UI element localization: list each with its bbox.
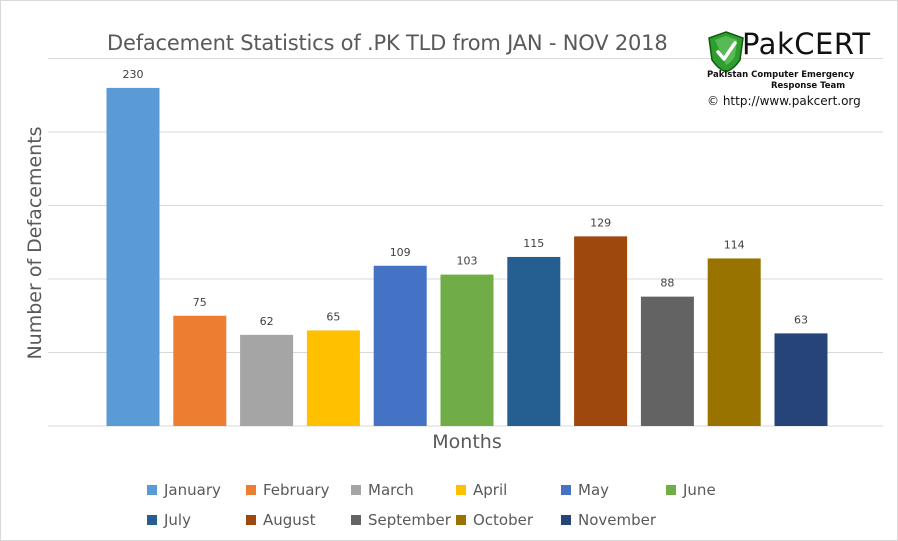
logo-name: PakCERT: [742, 27, 871, 61]
data-label-february: 75: [193, 296, 207, 309]
bar-march: [240, 334, 294, 426]
legend-label: October: [473, 511, 534, 529]
bar-september: [640, 296, 694, 426]
legend-swatch: [246, 485, 256, 495]
legend-label: June: [683, 481, 716, 499]
data-label-september: 88: [660, 277, 674, 290]
legend-swatch: [456, 485, 466, 495]
legend-label: February: [263, 481, 330, 499]
data-label-june: 103: [457, 255, 478, 268]
chart-title: Defacement Statistics of .PK TLD from JA…: [107, 31, 668, 55]
bar-january: [106, 87, 160, 427]
data-label-april: 65: [326, 310, 340, 323]
legend-swatch: [246, 515, 256, 525]
legend-label: August: [263, 511, 316, 529]
bar-april: [306, 330, 360, 426]
data-label-july: 115: [523, 237, 544, 250]
legend-swatch: [561, 515, 571, 525]
legend-label: September: [368, 511, 451, 529]
y-axis-label: Number of Defacements: [24, 126, 46, 360]
pakcert-logo: PakCERT Pakistan Computer Emergency Resp…: [704, 27, 876, 115]
bar-august: [574, 236, 628, 426]
legend-label: April: [473, 481, 508, 499]
logo-subtitle-line2: Response Team: [771, 81, 846, 91]
legend-item-march: March: [351, 480, 414, 500]
logo-subtitle-line1: Pakistan Computer Emergency: [707, 70, 855, 80]
data-label-march: 62: [260, 315, 274, 328]
data-label-october: 114: [724, 238, 745, 251]
legend-swatch: [456, 515, 466, 525]
legend-swatch: [147, 515, 157, 525]
bar-october: [707, 258, 761, 426]
legend-item-january: January: [147, 480, 221, 500]
bar-july: [507, 256, 561, 426]
data-label-november: 63: [794, 313, 808, 326]
bar-may: [373, 265, 427, 426]
legend-label: January: [164, 481, 221, 499]
legend-item-september: September: [351, 510, 451, 530]
legend-label: November: [578, 511, 657, 529]
legend-item-july: July: [147, 510, 191, 530]
legend-swatch: [666, 485, 676, 495]
legend-item-april: April: [456, 480, 507, 500]
legend-swatch: [351, 515, 361, 525]
data-label-may: 109: [390, 246, 411, 259]
legend-item-august: August: [246, 510, 316, 530]
data-label-august: 129: [590, 216, 611, 229]
bar-november: [774, 333, 828, 426]
legend-item-november: November: [561, 510, 656, 530]
legend-label: July: [164, 511, 191, 529]
logo-url: © http://www.pakcert.org: [707, 94, 861, 108]
shield-icon: [708, 31, 744, 73]
legend-label: March: [368, 481, 414, 499]
legend-item-may: May: [561, 480, 609, 500]
data-label-january: 230: [123, 68, 144, 81]
legend-item-june: June: [666, 480, 716, 500]
bar-february: [173, 315, 227, 426]
bar-june: [440, 274, 494, 426]
legend-item-february: February: [246, 480, 329, 500]
legend-swatch: [351, 485, 361, 495]
legend-swatch: [561, 485, 571, 495]
legend-label: May: [578, 481, 610, 499]
legend-swatch: [147, 485, 157, 495]
legend-item-october: October: [456, 510, 533, 530]
x-axis-label: Months: [432, 431, 502, 453]
